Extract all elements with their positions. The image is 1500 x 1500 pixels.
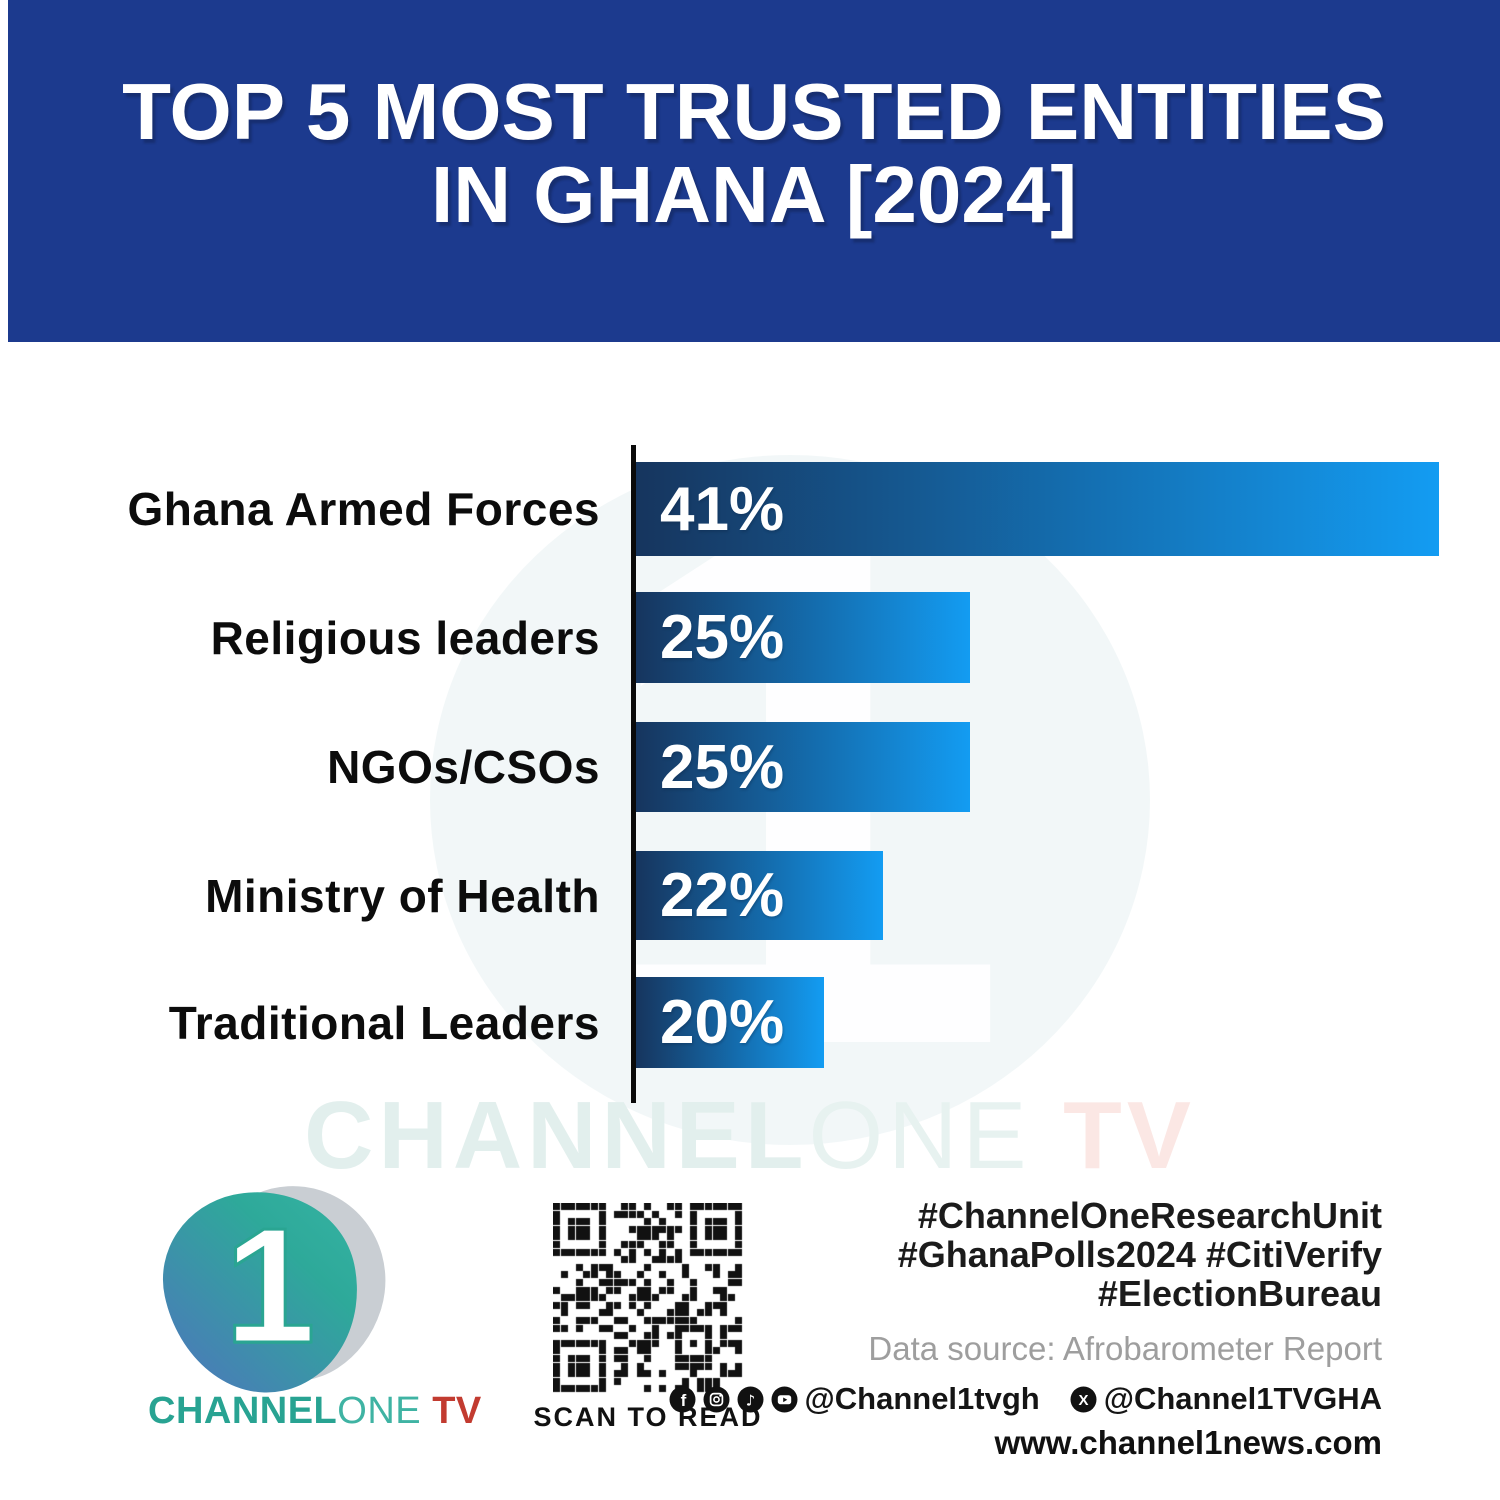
- youtube-icon: [771, 1386, 798, 1412]
- bar-label: Ghana Armed Forces: [127, 483, 600, 535]
- header-banner: TOP 5 MOST TRUSTED ENTITIES IN GHANA [20…: [8, 0, 1500, 342]
- bar-value-label: 22%: [660, 861, 785, 930]
- title-line-1: TOP 5 MOST TRUSTED ENTITIES: [122, 67, 1386, 156]
- social-handle-1: @Channel1tvgh: [804, 1381, 1040, 1416]
- social-handle-2: @Channel1TVGHA: [1103, 1381, 1382, 1416]
- bar-value-label: 25%: [660, 732, 785, 802]
- social-row: f ♪ @Channel1tvgh X @Channel1TVGHA: [662, 1381, 1382, 1417]
- qr-code: [553, 1203, 743, 1393]
- bar: 20%: [636, 977, 824, 1068]
- facebook-icon: f: [669, 1386, 696, 1412]
- bar-value-label: 20%: [660, 988, 785, 1057]
- svg-text:X: X: [1078, 1392, 1088, 1409]
- logo-word-channel: CHANNEL: [148, 1390, 338, 1432]
- channel-one-logo: 1: [147, 1163, 411, 1425]
- watermark-tv: TV: [1063, 1082, 1196, 1189]
- chart-axis-line: [631, 445, 636, 1103]
- page-title: TOP 5 MOST TRUSTED ENTITIES IN GHANA [20…: [8, 70, 1500, 236]
- bar: 25%: [636, 592, 970, 683]
- bar-value-label: 25%: [660, 603, 785, 672]
- hashtag-line-1: #ChannelOneResearchUnit: [917, 1195, 1382, 1236]
- bar: 25%: [636, 722, 970, 812]
- logo-word-one: ONE: [337, 1390, 422, 1432]
- title-line-2: IN GHANA [2024]: [430, 150, 1078, 239]
- bar-label: Ministry of Health: [205, 869, 600, 922]
- website-url: www.channel1news.com: [994, 1424, 1382, 1461]
- channel-one-tv-watermark: CHANNELONE TV: [0, 1088, 1500, 1184]
- bar-label: Religious leaders: [210, 611, 600, 664]
- watermark-one: ONE: [808, 1082, 1032, 1189]
- instagram-icon: [703, 1386, 730, 1412]
- data-source: Data source: Afrobarometer Report: [868, 1330, 1382, 1367]
- tiktok-icon: ♪: [737, 1386, 764, 1412]
- svg-text:f: f: [680, 1391, 686, 1410]
- hashtag-line-2: #GhanaPolls2024 #CitiVerify: [897, 1234, 1382, 1275]
- hashtag-line-3: #ElectionBureau: [1097, 1273, 1382, 1314]
- svg-text:♪: ♪: [745, 1391, 755, 1409]
- watermark-channel: CHANNEL: [304, 1082, 809, 1189]
- bar: 22%: [636, 851, 883, 940]
- logo-numeral: 1: [223, 1194, 317, 1377]
- bar-label: NGOs/CSOs: [327, 741, 600, 793]
- logo-word-tv: TV: [432, 1390, 482, 1432]
- bar-value-label: 41%: [660, 474, 785, 544]
- logo-wordmark: CHANNELONE TV: [148, 1390, 481, 1433]
- footer-right-block: #ChannelOneResearchUnit #GhanaPolls2024 …: [662, 1196, 1382, 1462]
- bar-label: Traditional Leaders: [168, 996, 600, 1049]
- bar: 41%: [636, 462, 1439, 556]
- x-twitter-icon: X: [1070, 1386, 1097, 1412]
